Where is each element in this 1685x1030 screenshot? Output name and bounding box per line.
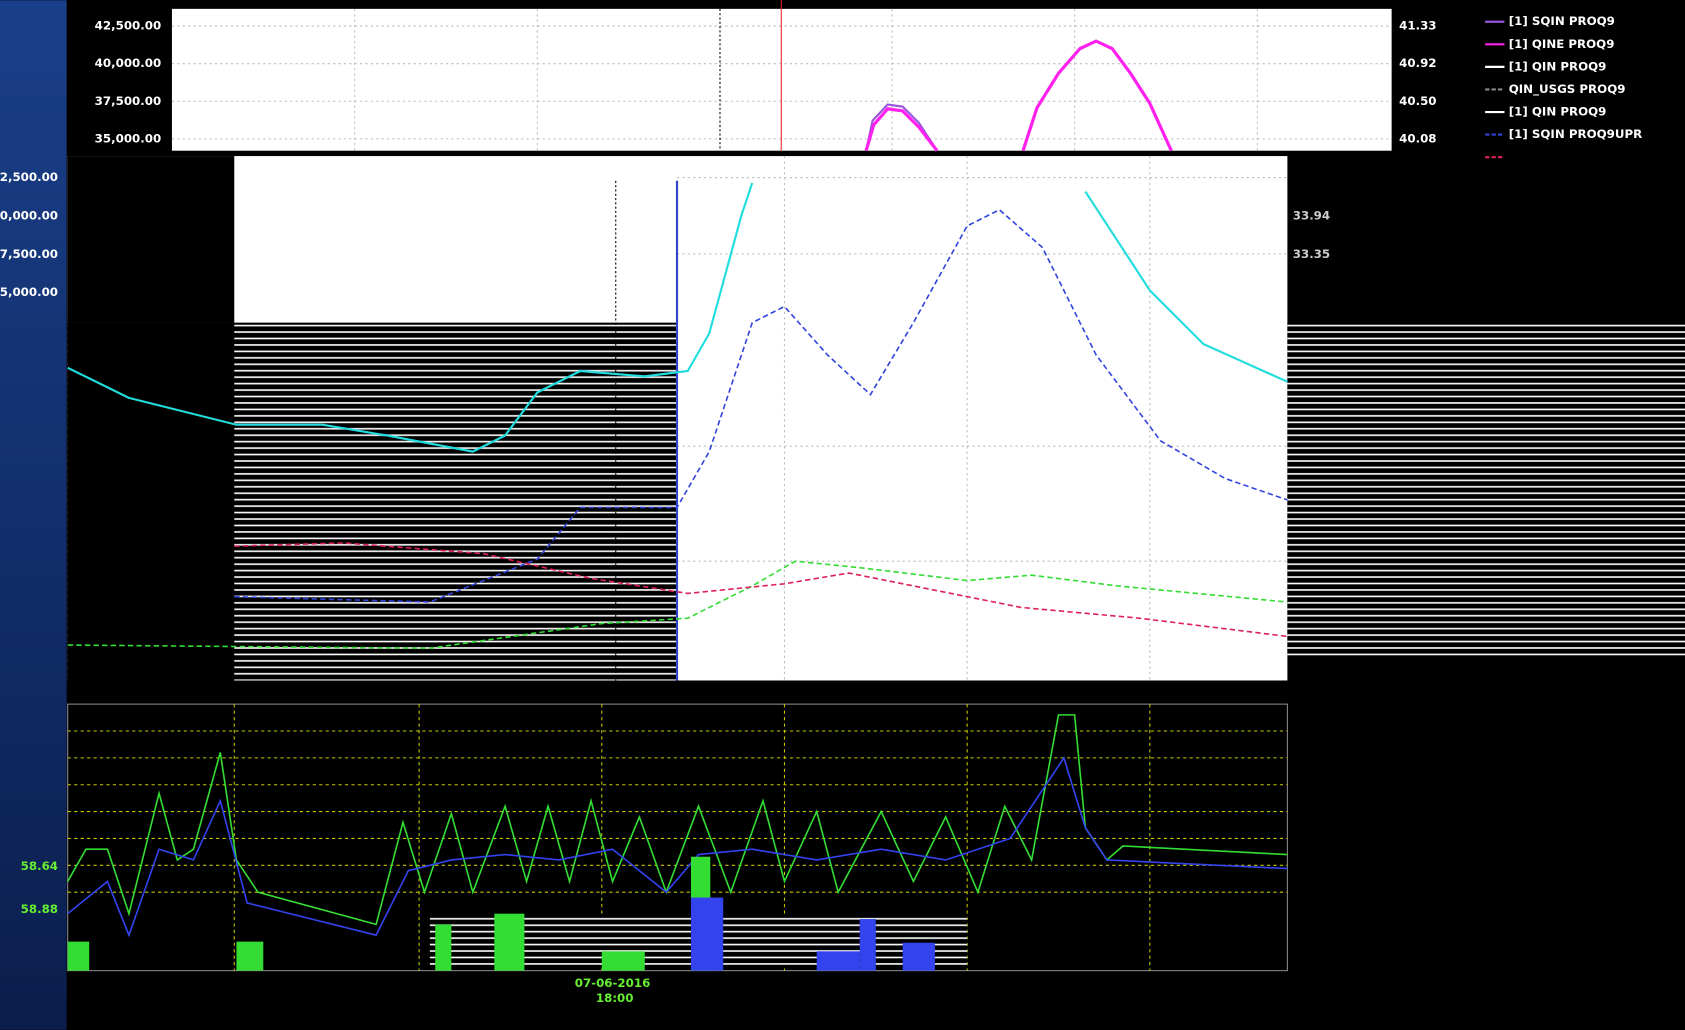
render-glitch-right xyxy=(1287,322,1685,656)
middle-grid xyxy=(677,156,1288,681)
legend: [1] SQIN PROQ9 [1] QINE PROQ9 [1] QIN PROQ… xyxy=(1485,14,1642,164)
y-tick-label: 40,000.00 xyxy=(95,56,162,70)
render-glitch-block xyxy=(67,322,235,681)
current-time: 18:00 xyxy=(596,991,634,1005)
middle-left-axis: 2,500.00 0,000.00 7,500.00 5,000.00 xyxy=(0,170,58,299)
y-tick-label: 7,500.00 xyxy=(0,247,58,261)
current-date: 07-06-2016 xyxy=(575,976,651,990)
top-left-axis: 42,500.00 40,000.00 37,500.00 35,000.00 xyxy=(95,19,162,146)
sqin-curve xyxy=(865,103,938,152)
y-tick-label: 35,000.00 xyxy=(95,131,162,145)
legend-entry: QIN_USGS PROQ9 xyxy=(1509,82,1626,97)
y2-tick-label: 41.33 xyxy=(1399,19,1436,33)
y-tick-label: 2,500.00 xyxy=(0,170,58,184)
observed-flow xyxy=(67,182,754,453)
y2-tick-label: 40.50 xyxy=(1399,94,1436,108)
bottom-left-axis: 58.64 58.88 xyxy=(21,859,58,916)
legend-entry: [1] QIN PROQ9 xyxy=(1509,105,1607,119)
legend-entry: [1] QINE PROQ9 xyxy=(1509,37,1615,51)
precip-line xyxy=(66,714,1288,926)
y-tick-label: 58.88 xyxy=(21,902,58,916)
y-tick-label: 37,500.00 xyxy=(95,94,162,108)
qine-curve xyxy=(864,107,939,152)
y2-tick-label: 40.92 xyxy=(1399,56,1436,70)
precip-bars xyxy=(67,856,935,971)
legend-entry: [1] SQIN PROQ9 xyxy=(1509,14,1615,28)
y-tick-label: 0,000.00 xyxy=(0,208,58,222)
middle-right-axis: 33.94 33.35 xyxy=(1293,209,1330,261)
render-glitch-block xyxy=(67,156,235,323)
y-tick-label: 42,500.00 xyxy=(95,19,162,33)
y2-tick-label: 33.94 xyxy=(1293,209,1330,223)
legend-entry: [1] SQIN OCRQ9RTD xyxy=(1509,150,1642,164)
y-tick-label: 58.64 xyxy=(21,859,58,873)
qine-curve-2 xyxy=(1021,39,1173,152)
top-grid xyxy=(171,8,1392,151)
y2-tick-label: 33.35 xyxy=(1293,247,1330,261)
y2-tick-label: 40.08 xyxy=(1399,131,1436,145)
rtd-flow xyxy=(234,542,1288,638)
precip-line-upr xyxy=(67,756,1288,938)
legend-entry: [1] QIN PROQ9 xyxy=(1509,59,1607,73)
y-tick-label: 5,000.00 xyxy=(0,285,58,299)
top-right-axis: 41.33 40.92 40.50 40.08 xyxy=(1399,19,1436,146)
green-flow xyxy=(67,560,1288,650)
simulated-flow xyxy=(1084,190,1288,383)
legend-entry: [1] SQIN PROQ9UPR xyxy=(1509,127,1642,141)
desktop-edge xyxy=(0,0,67,1030)
